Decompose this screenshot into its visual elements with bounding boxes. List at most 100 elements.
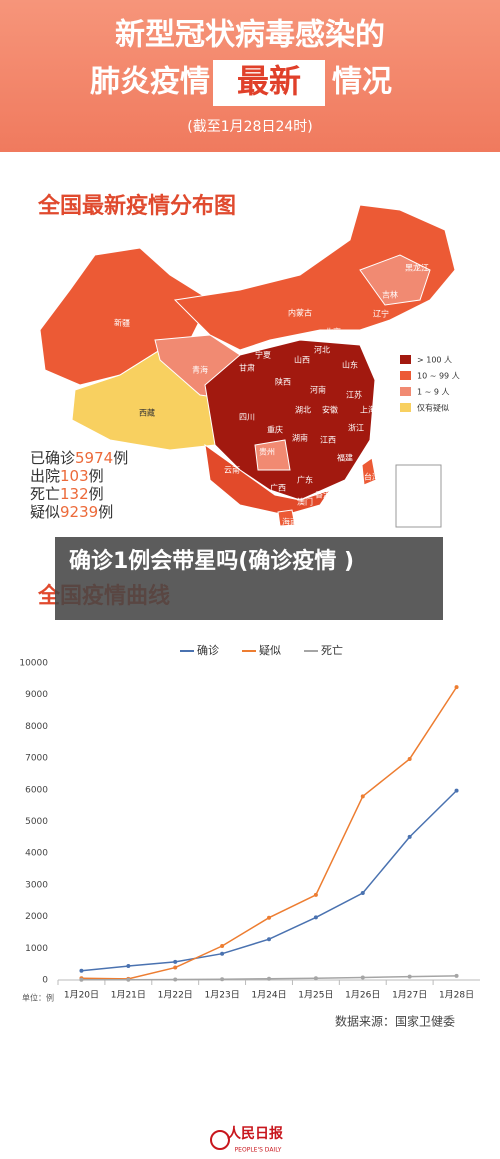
region-label: 河北	[314, 345, 330, 355]
stat-value: 9239	[60, 503, 98, 521]
point	[79, 977, 84, 982]
title: 肺炎疫情	[90, 65, 210, 100]
region-label: 辽宁	[373, 309, 389, 319]
region-label: 浙江	[348, 423, 364, 433]
region-label: 黑龙江	[405, 263, 429, 273]
region-label: 澳门	[297, 497, 313, 507]
region-label: 上海	[360, 405, 376, 415]
stat-unit: 例	[89, 485, 104, 503]
region-label: 内蒙古	[288, 308, 312, 318]
point	[407, 756, 412, 761]
point	[313, 976, 318, 981]
point	[267, 976, 271, 981]
y-tick-label: 7000	[25, 754, 48, 764]
legend-label: 仅有疑似	[417, 403, 449, 413]
title: 情况	[332, 65, 392, 100]
point	[407, 834, 412, 839]
point	[360, 975, 365, 980]
stat-value: 132	[60, 485, 89, 503]
title: 新型冠状病毒感染的	[115, 18, 385, 53]
region-label: 天津	[344, 335, 360, 345]
y-tick-label: 2000	[25, 912, 48, 922]
point	[173, 977, 178, 982]
stat-value: 103	[60, 467, 89, 485]
x-tick-label: 1月28日	[439, 990, 474, 1001]
point	[267, 937, 271, 942]
region	[359, 254, 431, 306]
region-label: 陕西	[275, 377, 291, 387]
region-label: 安徽	[322, 405, 338, 415]
point	[313, 892, 318, 897]
legend-swatch	[400, 371, 411, 380]
region-label: 湖北	[295, 406, 311, 415]
x-tick-label: 1月22日	[158, 990, 193, 1001]
title: 最新	[237, 62, 301, 100]
region-label: 北京	[325, 327, 341, 337]
region-label: 江西	[320, 436, 336, 445]
region-label: 四川	[239, 413, 255, 422]
region	[361, 457, 377, 486]
legend-label: 1 ~ 9 人	[417, 388, 450, 397]
region-label: 重庆	[267, 425, 283, 435]
legend-swatch	[400, 403, 411, 412]
stat: 死亡132例	[30, 485, 104, 503]
x-tick-label: 1月26日	[345, 990, 380, 1001]
legend-label: 死亡	[321, 643, 343, 657]
x-tick-label: 1月20日	[64, 990, 99, 1001]
stat-unit: 例	[98, 503, 113, 521]
point	[454, 788, 459, 793]
stat-label: 已确诊	[30, 449, 75, 467]
inset-box	[395, 464, 442, 528]
legend-label: 疑似	[259, 644, 281, 657]
overlay-banner: 确诊1例会带星吗(确诊疫情 )	[55, 537, 443, 620]
y-tick-label: 0	[42, 976, 48, 986]
region-label: 山西	[294, 355, 310, 365]
map	[39, 204, 456, 527]
stat: 已确诊5974例	[30, 449, 128, 467]
region-label: 宁夏	[255, 350, 271, 360]
region-label: 海南	[282, 517, 298, 527]
point	[173, 965, 178, 970]
region-label: 贵州	[259, 447, 275, 457]
stat: 疑似9239例	[30, 503, 113, 521]
point	[407, 974, 412, 979]
map-title: 全国最新疫情分布图	[37, 193, 236, 219]
stat-label: 死亡	[30, 485, 60, 503]
logo-en: PEOPLE'S DAILY	[235, 1147, 282, 1154]
point	[220, 951, 225, 956]
y-tick-label: 4000	[25, 849, 48, 859]
stat-label: 疑似	[30, 503, 60, 521]
region-label: 湖南	[292, 433, 308, 443]
region-label: 青海	[192, 365, 208, 375]
region-label: 吉林	[382, 290, 398, 300]
point	[173, 959, 178, 964]
point	[267, 915, 271, 920]
region-label: 台湾	[364, 472, 380, 482]
legend-swatch	[400, 387, 411, 396]
stat: 出院103例	[30, 467, 104, 485]
region	[277, 509, 296, 527]
y-tick-label: 1000	[25, 944, 48, 954]
x-tick-label: 1月24日	[251, 990, 286, 1001]
legend-label: > 100 人	[417, 356, 452, 365]
legend-label: 确诊	[197, 643, 219, 657]
region-label: 新疆	[114, 318, 130, 328]
point	[220, 944, 225, 949]
region	[204, 339, 376, 501]
region-label: 甘肃	[239, 363, 255, 373]
logo: 人民日报	[227, 1125, 283, 1142]
y-tick-label: 8000	[25, 722, 48, 732]
point	[454, 973, 459, 978]
region-label: 河南	[310, 385, 326, 395]
legend-swatch	[400, 355, 411, 364]
region	[173, 204, 456, 351]
x-tick-label: 1月23日	[205, 990, 240, 1001]
stat-unit: 例	[89, 467, 104, 485]
point	[79, 968, 84, 973]
region-label: 南海诸岛	[402, 515, 434, 525]
y-tick-label: 3000	[25, 880, 48, 890]
source: 数据来源：国家卫健委	[335, 1014, 455, 1029]
point	[220, 977, 225, 982]
point	[360, 794, 365, 799]
